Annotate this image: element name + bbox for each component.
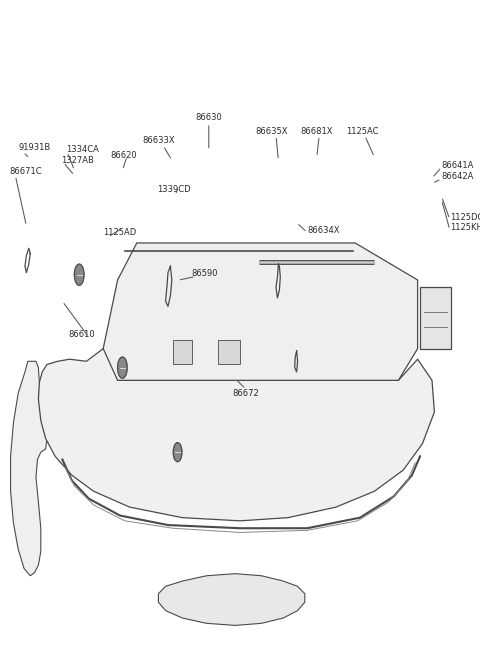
Text: 86630: 86630 (195, 113, 222, 122)
Text: 86633X: 86633X (142, 136, 175, 145)
Text: 86620: 86620 (110, 151, 137, 160)
Bar (420, 288, 451, 348)
Text: 1334CA: 1334CA (66, 145, 99, 154)
Text: 86642A: 86642A (442, 172, 474, 181)
Text: 86681X: 86681X (300, 126, 333, 136)
Text: 1339CD: 1339CD (157, 185, 191, 195)
Polygon shape (38, 348, 434, 521)
Polygon shape (218, 340, 240, 364)
Text: 86590: 86590 (191, 269, 217, 278)
Text: 86635X: 86635X (255, 126, 288, 136)
Polygon shape (158, 574, 305, 626)
Text: 1125KH: 1125KH (450, 223, 480, 233)
Text: 86641A: 86641A (442, 160, 474, 170)
Text: 86672: 86672 (232, 388, 259, 398)
Circle shape (118, 357, 127, 378)
Text: 91931B: 91931B (18, 143, 50, 152)
Text: 86634X: 86634X (307, 226, 340, 235)
Text: 86610: 86610 (68, 329, 95, 339)
Polygon shape (11, 362, 47, 576)
Polygon shape (173, 340, 192, 364)
Circle shape (173, 443, 182, 462)
Circle shape (74, 264, 84, 285)
Text: 1327AB: 1327AB (61, 156, 94, 165)
Text: 1125DG: 1125DG (450, 213, 480, 222)
Text: 1125AD: 1125AD (103, 228, 136, 237)
Polygon shape (103, 243, 418, 381)
Text: 86671C: 86671C (10, 167, 42, 176)
Text: 1125AC: 1125AC (346, 126, 379, 136)
